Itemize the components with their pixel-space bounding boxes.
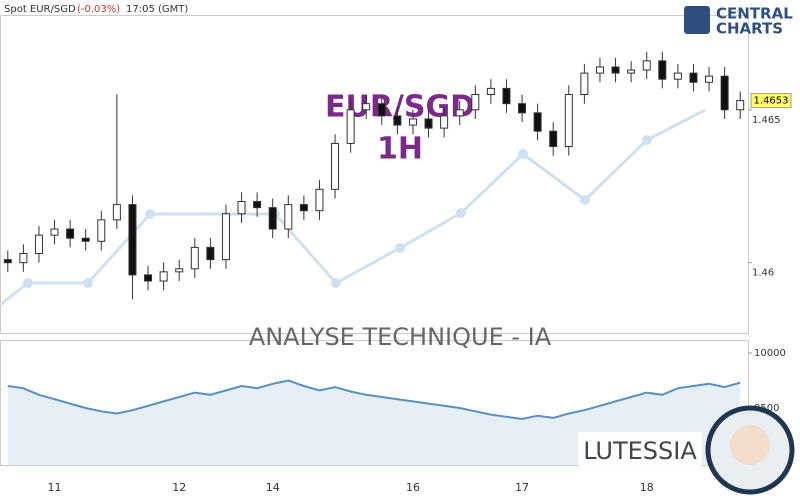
candle-body [81,237,90,242]
price-tag: 1.4653 [754,96,789,107]
x-tick-label: 14 [266,481,280,494]
price-tag-box [750,93,792,109]
candle-body [268,207,277,230]
logo-text: CENTRAL [716,5,793,23]
candle-body [206,246,215,261]
candle-body [315,188,324,212]
candle-body [128,204,137,276]
y-tick-label: 9500 [754,403,779,414]
line [7,379,741,421]
logo-text: CHARTS [716,20,783,38]
timeframe-watermark: 1H [377,132,423,167]
candle-body [595,66,604,74]
candle-body [533,112,542,132]
candle-body [159,271,168,282]
x-tick-label: 17 [515,481,529,494]
candle-body [284,204,293,230]
candle-body [611,66,620,74]
candle-body [34,234,43,254]
x-tick-label: 16 [406,481,420,494]
candle-body [112,204,121,221]
candle-body [19,253,28,264]
x-tick-label: 11 [48,481,62,494]
candle-body [720,75,729,111]
candle-body [66,228,75,239]
candle-body [486,87,495,95]
y-tick-label: 10000 [754,348,786,359]
candle-body [705,75,714,83]
candle-body [299,204,308,212]
candle-body [564,94,573,147]
instrument: Spot EUR/SGD [4,4,76,15]
candle-body [455,109,464,117]
x-tick-label: 18 [640,481,654,494]
candle-body [518,103,527,114]
time: 17:05 (GMT) [126,4,188,15]
change: (-0.03%) [77,4,120,15]
y-tick-label: 1.465 [752,115,781,126]
candle-body [175,268,184,273]
candle-body [627,69,636,74]
y-tick-label: 1.46 [752,268,774,279]
candle-body [237,201,246,215]
brand-box [578,432,702,472]
candle-body [549,130,558,147]
candle-body [393,115,402,126]
candle-body [362,103,371,111]
candle-body [331,142,340,190]
brand: LUTESSIA [583,437,697,465]
line-area [7,380,741,465]
candle-body [471,94,480,111]
candle-body [377,103,386,117]
candle-body [346,109,355,144]
candle-body [3,259,12,264]
candle-body [689,72,698,83]
candle-body [502,87,511,105]
candle-body [97,219,106,242]
logo-icon [684,6,710,34]
watermark-line [0,108,706,307]
avatar-face [730,425,770,465]
banner: ANALYSE TECHNIQUE - IA [249,323,552,351]
plot: 1.46 1.465 11 12 14 16 17 18 1.4653 10000 9500 [3,51,792,494]
candle-body [658,60,667,80]
candle-body [144,274,153,282]
candle-body [190,246,199,270]
candle-body [580,72,589,95]
candle-body [424,118,433,129]
x-tick-label: 12 [172,481,186,494]
candle-body [50,228,59,236]
indicator-panel [0,340,749,466]
candle-body [408,118,417,126]
candle-body [736,100,745,111]
candle-body [673,72,682,80]
candle-body [221,213,230,261]
candle-body [440,115,449,129]
price-panel [0,15,749,334]
candle-body [642,60,651,71]
candle-body [253,201,262,209]
